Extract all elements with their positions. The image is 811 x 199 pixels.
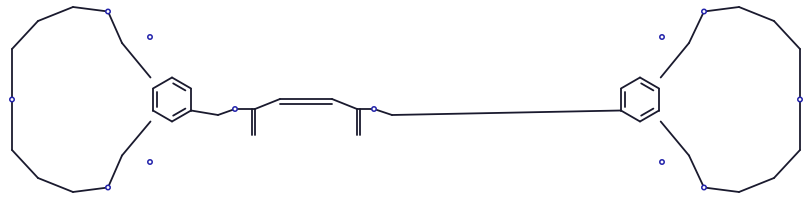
Circle shape (371, 107, 375, 111)
Circle shape (105, 9, 110, 14)
Circle shape (148, 160, 152, 164)
Circle shape (701, 9, 706, 14)
Circle shape (797, 97, 801, 102)
Circle shape (10, 97, 14, 102)
Circle shape (701, 185, 706, 190)
Circle shape (659, 160, 663, 164)
Circle shape (148, 35, 152, 39)
Circle shape (233, 107, 237, 111)
Circle shape (105, 185, 110, 190)
Circle shape (659, 35, 663, 39)
